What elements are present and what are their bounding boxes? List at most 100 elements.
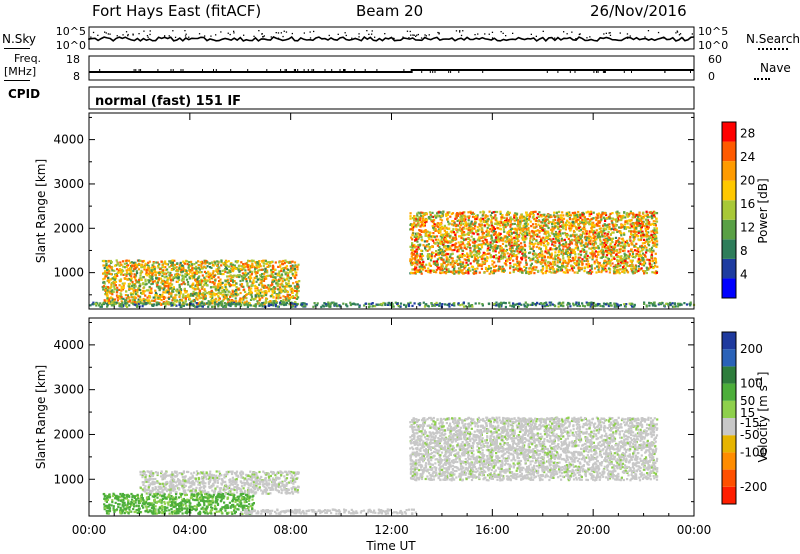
data-cell	[600, 271, 603, 274]
n-search-point	[143, 30, 145, 32]
data-cell	[653, 232, 656, 235]
data-cell	[139, 283, 142, 286]
data-cell	[165, 300, 168, 303]
data-cell	[269, 288, 272, 291]
n-search-point	[459, 31, 461, 33]
data-cell	[250, 287, 253, 290]
data-cell	[609, 233, 612, 236]
data-cell	[128, 285, 131, 288]
data-cell	[579, 225, 582, 229]
data-cell	[413, 222, 416, 225]
data-cell	[103, 260, 106, 263]
data-cell	[155, 294, 158, 297]
data-cell	[584, 238, 587, 241]
data-cell	[546, 243, 549, 246]
data-cell	[286, 267, 289, 271]
data-cell	[500, 237, 503, 240]
data-cell	[471, 265, 475, 268]
data-cell	[622, 214, 625, 217]
data-cell	[603, 261, 606, 265]
data-cell	[441, 254, 444, 257]
data-cell	[204, 266, 207, 270]
n-search-point	[220, 31, 222, 33]
data-cell	[178, 300, 181, 303]
data-cell	[568, 255, 571, 258]
data-cell	[592, 217, 595, 220]
data-cell	[176, 288, 179, 291]
data-cell	[568, 229, 572, 232]
data-cell	[231, 269, 234, 272]
data-cell	[576, 215, 579, 218]
data-cell	[426, 253, 430, 256]
data-cell	[500, 246, 503, 249]
data-cell	[595, 258, 598, 261]
n-search-point	[146, 35, 149, 37]
data-cell	[516, 246, 519, 249]
data-cell	[246, 261, 249, 265]
data-cell	[254, 294, 257, 297]
data-cell	[181, 303, 184, 306]
n-search-point	[578, 33, 580, 36]
data-cell	[116, 274, 119, 277]
data-cell	[616, 230, 619, 233]
data-cell	[120, 297, 123, 300]
data-cell	[466, 245, 469, 248]
data-cell	[568, 252, 571, 255]
data-cell	[537, 241, 540, 244]
nave-point	[284, 69, 286, 73]
data-cell	[621, 249, 625, 252]
data-cell	[120, 300, 123, 303]
data-cell	[561, 224, 564, 227]
data-cell	[511, 246, 514, 249]
data-cell	[133, 275, 136, 279]
data-cell	[509, 271, 512, 274]
data-cell	[593, 229, 596, 233]
data-cell	[533, 218, 536, 221]
data-cell	[427, 236, 430, 239]
data-cell	[518, 270, 522, 273]
data-cell	[257, 266, 260, 269]
data-cell	[437, 238, 440, 241]
data-cell	[514, 231, 517, 235]
data-cell	[162, 297, 166, 301]
data-cell	[409, 262, 413, 265]
data-cell	[644, 240, 647, 243]
data-cell	[161, 293, 164, 296]
data-cell	[574, 238, 577, 241]
data-cell	[132, 261, 135, 264]
data-cell	[435, 271, 438, 274]
data-cell	[484, 259, 487, 262]
data-cell	[444, 233, 447, 236]
data-cell	[621, 262, 624, 265]
data-cell	[187, 264, 190, 267]
data-cell	[505, 213, 508, 217]
data-cell	[511, 254, 514, 257]
data-cell	[504, 256, 507, 259]
data-cell	[575, 233, 578, 236]
data-cell	[500, 239, 503, 242]
data-cell	[417, 211, 420, 214]
data-cell	[121, 268, 124, 271]
data-cell	[419, 262, 422, 265]
data-cell	[537, 269, 540, 272]
data-cell	[510, 235, 513, 238]
data-cell	[237, 267, 240, 270]
data-cell	[129, 270, 132, 273]
data-cell	[421, 239, 424, 242]
data-cell	[556, 226, 559, 229]
data-cell	[196, 280, 199, 283]
data-cell	[254, 272, 257, 275]
data-cell	[604, 219, 607, 222]
n-search-point	[416, 34, 418, 36]
data-cell	[136, 289, 139, 292]
data-cell	[474, 220, 477, 223]
data-cell	[600, 269, 603, 272]
data-cell	[535, 225, 538, 228]
data-cell	[198, 296, 201, 299]
data-cell	[280, 273, 283, 276]
data-cell	[465, 270, 468, 273]
data-cell	[123, 282, 126, 285]
data-cell	[154, 298, 157, 301]
data-cell	[511, 250, 515, 253]
data-cell	[293, 289, 297, 292]
